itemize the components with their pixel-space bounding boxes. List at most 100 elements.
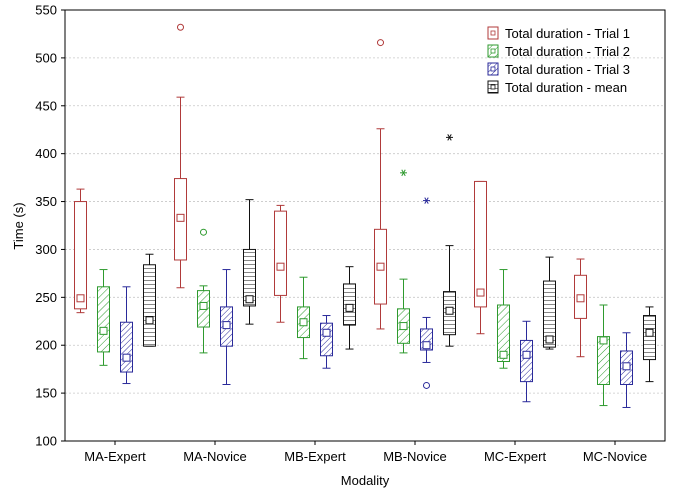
median-marker: [376, 262, 385, 271]
y-tick-label: 450: [35, 98, 57, 113]
box-total-duration-trial-2-3: [397, 169, 410, 354]
median-marker: [399, 322, 408, 331]
box-total-duration-trial-3-1: [220, 269, 233, 385]
x-tick-label: MB-Expert: [284, 449, 346, 464]
box-total-duration-trial-3-3: [420, 197, 433, 389]
y-tick-label: 100: [35, 434, 57, 449]
median-marker: [245, 295, 254, 304]
outlier-point: [423, 381, 430, 389]
outlier-point: [200, 228, 207, 236]
extreme-point: [423, 197, 430, 204]
extreme-point: [400, 169, 407, 177]
box-body: [474, 180, 487, 308]
median-marker: [276, 262, 285, 271]
box-total-duration-trial-2-0: [97, 269, 110, 366]
box-body: [143, 264, 156, 347]
box-total-duration-mean-3: [443, 134, 456, 347]
median-marker: [145, 316, 154, 325]
y-axis-label: Time (s): [11, 202, 26, 249]
box-total-duration-trial-1-5: [574, 258, 587, 358]
legend-swatch-median: [490, 84, 496, 90]
median-marker: [522, 350, 531, 359]
plot-area-frame: [64, 9, 666, 442]
outlier-point: [177, 23, 184, 31]
grid-lines: [65, 57, 665, 394]
box-total-duration-trial-3-0: [120, 286, 133, 385]
median-marker: [345, 303, 354, 312]
box-total-duration-trial-2-1: [197, 228, 210, 354]
median-marker: [222, 321, 231, 330]
median-marker: [122, 353, 131, 362]
box-total-duration-trial-1-4: [474, 180, 487, 335]
median-marker: [576, 294, 585, 303]
box-total-duration-trial-2-2: [297, 276, 310, 360]
boxes: [74, 23, 656, 408]
box-body: [643, 315, 656, 361]
y-tick-label: 150: [35, 386, 57, 401]
box-total-duration-trial-2-4: [497, 269, 510, 369]
legend-label: Total duration - mean: [505, 80, 627, 95]
y-tick-label: 300: [35, 242, 57, 257]
median-marker: [176, 213, 185, 222]
box-total-duration-trial-1-1: [174, 23, 187, 289]
box-body: [543, 280, 556, 348]
legend-swatch-median: [490, 48, 496, 54]
box-total-duration-trial-3-2: [320, 315, 333, 369]
median-marker: [445, 306, 454, 315]
median-marker: [299, 318, 308, 327]
legend: Total duration - Trial 1 Total duration -…: [487, 26, 630, 95]
extreme-point-stroke: [447, 134, 452, 141]
legend-label: Total duration - Trial 1: [505, 26, 630, 41]
box-total-duration-trial-2-5: [597, 304, 610, 407]
median-marker: [476, 288, 485, 297]
extreme-point: [446, 134, 453, 141]
x-axis-label: Modality: [341, 473, 390, 488]
box-total-duration-mean-1: [243, 199, 256, 325]
x-tick-label: MC-Expert: [484, 449, 547, 464]
median-marker: [645, 328, 654, 337]
median-marker: [599, 336, 608, 345]
median-marker: [499, 350, 508, 359]
x-tick-label: MA-Novice: [183, 449, 247, 464]
legend-label: Total duration - Trial 3: [505, 62, 630, 77]
axes: 100 150 200 250 300 350 400 450 500 550 MA-Expert M…: [35, 3, 647, 465]
median-marker: [76, 294, 85, 303]
median-marker: [322, 328, 331, 337]
y-tick-label: 350: [35, 194, 57, 209]
box-body: [274, 210, 287, 296]
median-marker: [422, 341, 431, 350]
y-tick-label: 250: [35, 290, 57, 305]
median-marker: [622, 362, 631, 371]
x-tick-label: MB-Novice: [383, 449, 447, 464]
box-total-duration-mean-4: [543, 256, 556, 350]
box-body: [97, 286, 110, 353]
box-total-duration-trial-1-0: [74, 188, 87, 314]
x-tick-label: MA-Expert: [84, 449, 146, 464]
box-body: [74, 201, 87, 310]
median-marker: [545, 335, 554, 344]
box-total-duration-trial-3-5: [620, 332, 633, 408]
median-marker: [99, 326, 108, 335]
box-body: [243, 248, 256, 307]
box-total-duration-mean-2: [343, 266, 356, 350]
legend-label: Total duration - Trial 2: [505, 44, 630, 59]
median-marker: [199, 301, 208, 310]
y-tick-label: 400: [35, 146, 57, 161]
box-total-duration-trial-1-3: [374, 39, 387, 330]
box-total-duration-mean-0: [143, 253, 156, 347]
legend-swatch-median: [490, 30, 496, 36]
box-body: [497, 304, 510, 363]
box-body: [320, 322, 333, 357]
x-tick-label: MC-Novice: [583, 449, 647, 464]
extreme-point-stroke: [424, 197, 429, 204]
box-body: [120, 321, 133, 373]
outlier-point: [377, 39, 384, 47]
box-total-duration-trial-3-4: [520, 320, 533, 403]
y-tick-label: 200: [35, 338, 57, 353]
y-tick-label: 550: [35, 3, 57, 18]
y-tick-label: 500: [35, 50, 57, 65]
extreme-point-stroke: [401, 169, 406, 177]
